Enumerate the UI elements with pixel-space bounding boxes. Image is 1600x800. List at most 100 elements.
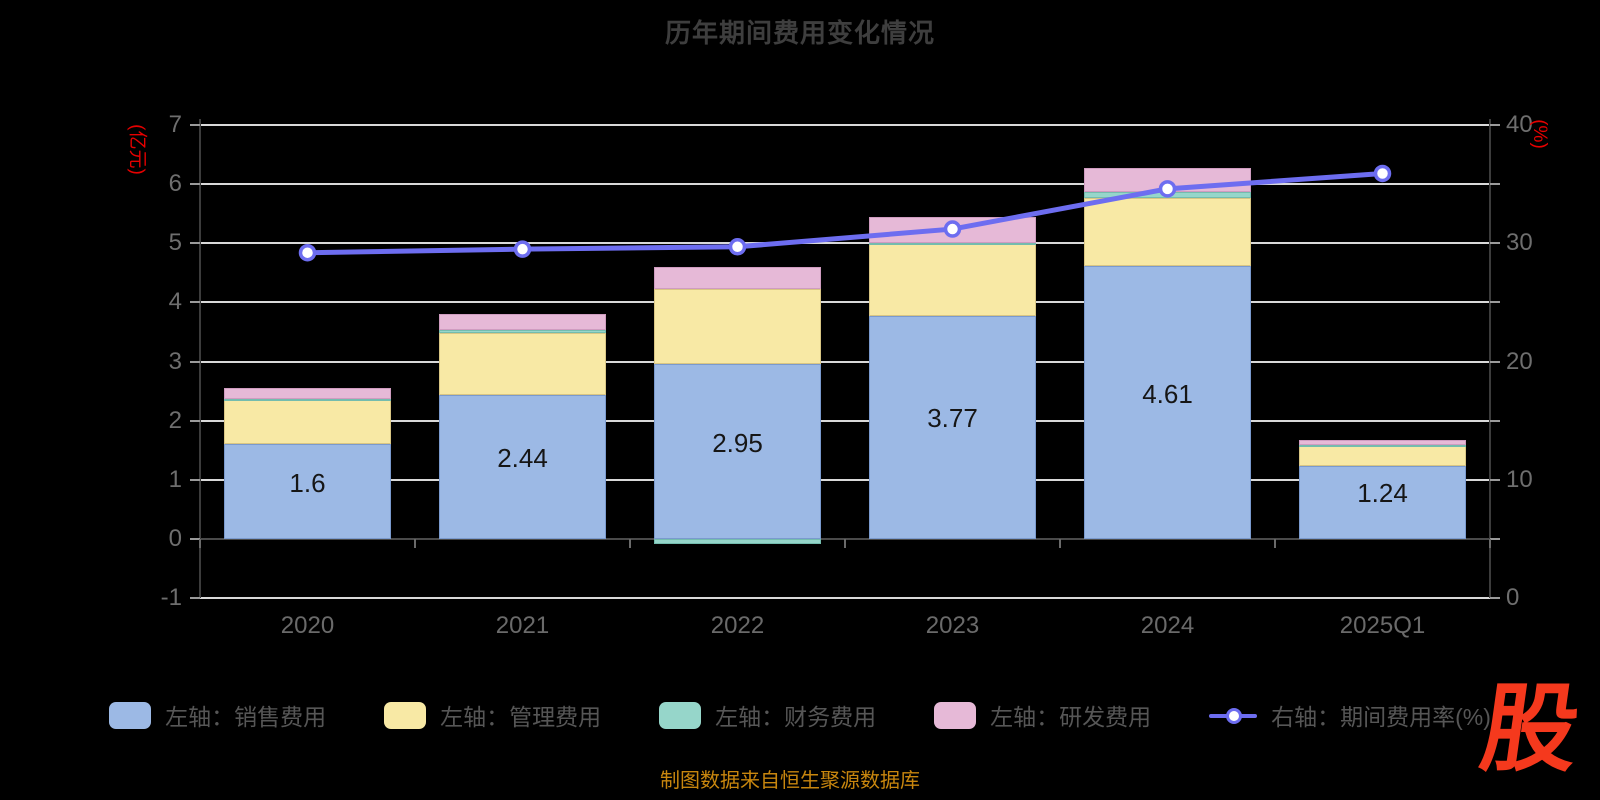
category-axis-tick	[629, 538, 631, 548]
gridline	[200, 360, 1490, 363]
bar-segment[interactable]	[224, 387, 391, 399]
gridline	[200, 183, 1490, 186]
left-axis-tick-label: 2	[168, 406, 182, 434]
bar-segment[interactable]	[224, 399, 391, 445]
left-axis-tick-label: 6	[168, 170, 182, 198]
left-axis-tick-label: 7	[168, 111, 182, 138]
bar-segment[interactable]	[869, 243, 1036, 316]
left-axis-tick	[190, 242, 200, 245]
bar-segment[interactable]	[654, 288, 821, 365]
line-data-point[interactable]	[513, 240, 532, 258]
right-axis-tick	[1490, 124, 1500, 126]
right-axis-tick	[1490, 419, 1500, 422]
bar-value-label: 3.77	[927, 403, 978, 434]
left-axis-tick-label: 1	[168, 465, 182, 493]
category-label: 2020	[280, 612, 335, 639]
right-axis-tick	[1490, 301, 1500, 304]
right-axis-tick	[1490, 360, 1500, 363]
legend-label: 左轴：研发费用	[990, 704, 1152, 730]
line-data-point[interactable]	[298, 243, 317, 262]
left-axis-tick	[190, 537, 200, 540]
right-axis-tick	[1490, 242, 1500, 245]
left-axis-tick-label: 0	[168, 524, 182, 552]
bar-segment[interactable]	[654, 364, 821, 539]
category-axis-tick	[199, 538, 201, 548]
category-axis-tick	[1489, 538, 1491, 548]
left-axis-tick	[190, 124, 200, 126]
bar-value-label: 4.61	[1142, 378, 1193, 409]
legend-label: 左轴：财务费用	[715, 704, 877, 730]
bar-segment[interactable]	[1299, 444, 1466, 447]
bar-segment[interactable]	[439, 333, 606, 395]
left-axis-tick	[190, 183, 200, 186]
line-data-point[interactable]	[943, 220, 962, 238]
legend-swatch-icon	[384, 701, 427, 729]
bar-segment[interactable]	[1299, 465, 1466, 539]
legend-swatch-icon	[934, 701, 977, 729]
gridline	[200, 478, 1490, 481]
right-axis-tick-label: 10	[1506, 465, 1533, 493]
line-data-point[interactable]	[1373, 164, 1392, 183]
category-label: 2022	[710, 612, 765, 639]
bar-segment[interactable]	[1299, 439, 1466, 445]
category-label: 2021	[495, 612, 550, 639]
stock-app-logo: 股	[1474, 676, 1586, 783]
right-axis-tick-label: 30	[1506, 229, 1533, 257]
line-data-point[interactable]	[728, 238, 747, 256]
gridline	[200, 242, 1490, 245]
bar-value-label: 1.6	[289, 467, 326, 498]
bar-segment[interactable]	[869, 243, 1036, 246]
bar-segment[interactable]	[1084, 266, 1251, 539]
left-axis-line	[199, 119, 201, 598]
right-axis-tick	[1490, 183, 1500, 186]
category-label: 2025Q1	[1339, 612, 1426, 639]
left-axis-tick	[190, 597, 200, 599]
legend-item[interactable]: 左轴：研发费用	[934, 698, 1151, 732]
left-axis-tick-label: -1	[160, 584, 182, 611]
bar-segment[interactable]	[439, 314, 606, 331]
bar-segment[interactable]	[869, 315, 1036, 539]
bar-value-label: 2.95	[712, 427, 763, 458]
bar-segment[interactable]	[654, 538, 821, 544]
bar-segment[interactable]	[224, 444, 391, 539]
gridline	[200, 419, 1490, 422]
left-axis-unit-label: (亿元)	[126, 124, 148, 175]
gridline	[200, 597, 1490, 599]
right-axis-tick-label: 0	[1506, 584, 1520, 611]
gridline	[200, 301, 1490, 304]
gridline	[200, 124, 1490, 126]
chart-legend: 左轴：销售费用 左轴：管理费用 左轴：财务费用 左轴：研发费用 右轴：期间费用率(%)	[0, 698, 1600, 732]
bar-segment[interactable]	[224, 398, 391, 401]
left-axis-tick-label: 5	[168, 229, 182, 257]
category-axis-tick	[414, 538, 416, 548]
legend-item-line[interactable]: 右轴：期间费用率(%)	[1209, 698, 1491, 732]
category-label: 2024	[1140, 612, 1195, 639]
legend-label: 右轴：期间费用率(%)	[1271, 704, 1491, 730]
legend-item[interactable]: 左轴：销售费用	[109, 698, 326, 732]
right-axis-tick	[1490, 537, 1500, 540]
bar-segment[interactable]	[1084, 197, 1251, 267]
bar-segment[interactable]	[439, 330, 606, 334]
right-axis-tick-label: 40	[1506, 111, 1533, 138]
right-axis-tick	[1490, 478, 1500, 481]
legend-label: 左轴：销售费用	[165, 704, 327, 730]
category-axis-tick	[1274, 538, 1276, 548]
left-axis-tick-label: 3	[168, 347, 182, 375]
right-axis-tick-label: 20	[1506, 347, 1533, 375]
bar-segment[interactable]	[439, 394, 606, 539]
line-data-point[interactable]	[1158, 180, 1177, 198]
line-marker-icon	[1209, 702, 1258, 729]
right-axis-line	[1489, 119, 1491, 598]
legend-swatch-icon	[659, 701, 702, 729]
legend-label: 左轴：管理费用	[440, 704, 602, 730]
bar-segment[interactable]	[654, 267, 821, 289]
left-axis-tick	[190, 478, 200, 481]
legend-item[interactable]: 左轴：财务费用	[659, 698, 876, 732]
category-label: 2023	[925, 612, 980, 639]
bar-segment[interactable]	[1299, 446, 1466, 466]
chart-title: 历年期间费用变化情况	[664, 18, 935, 48]
left-axis-tick	[190, 360, 200, 363]
legend-item[interactable]: 左轴：管理费用	[384, 698, 601, 732]
